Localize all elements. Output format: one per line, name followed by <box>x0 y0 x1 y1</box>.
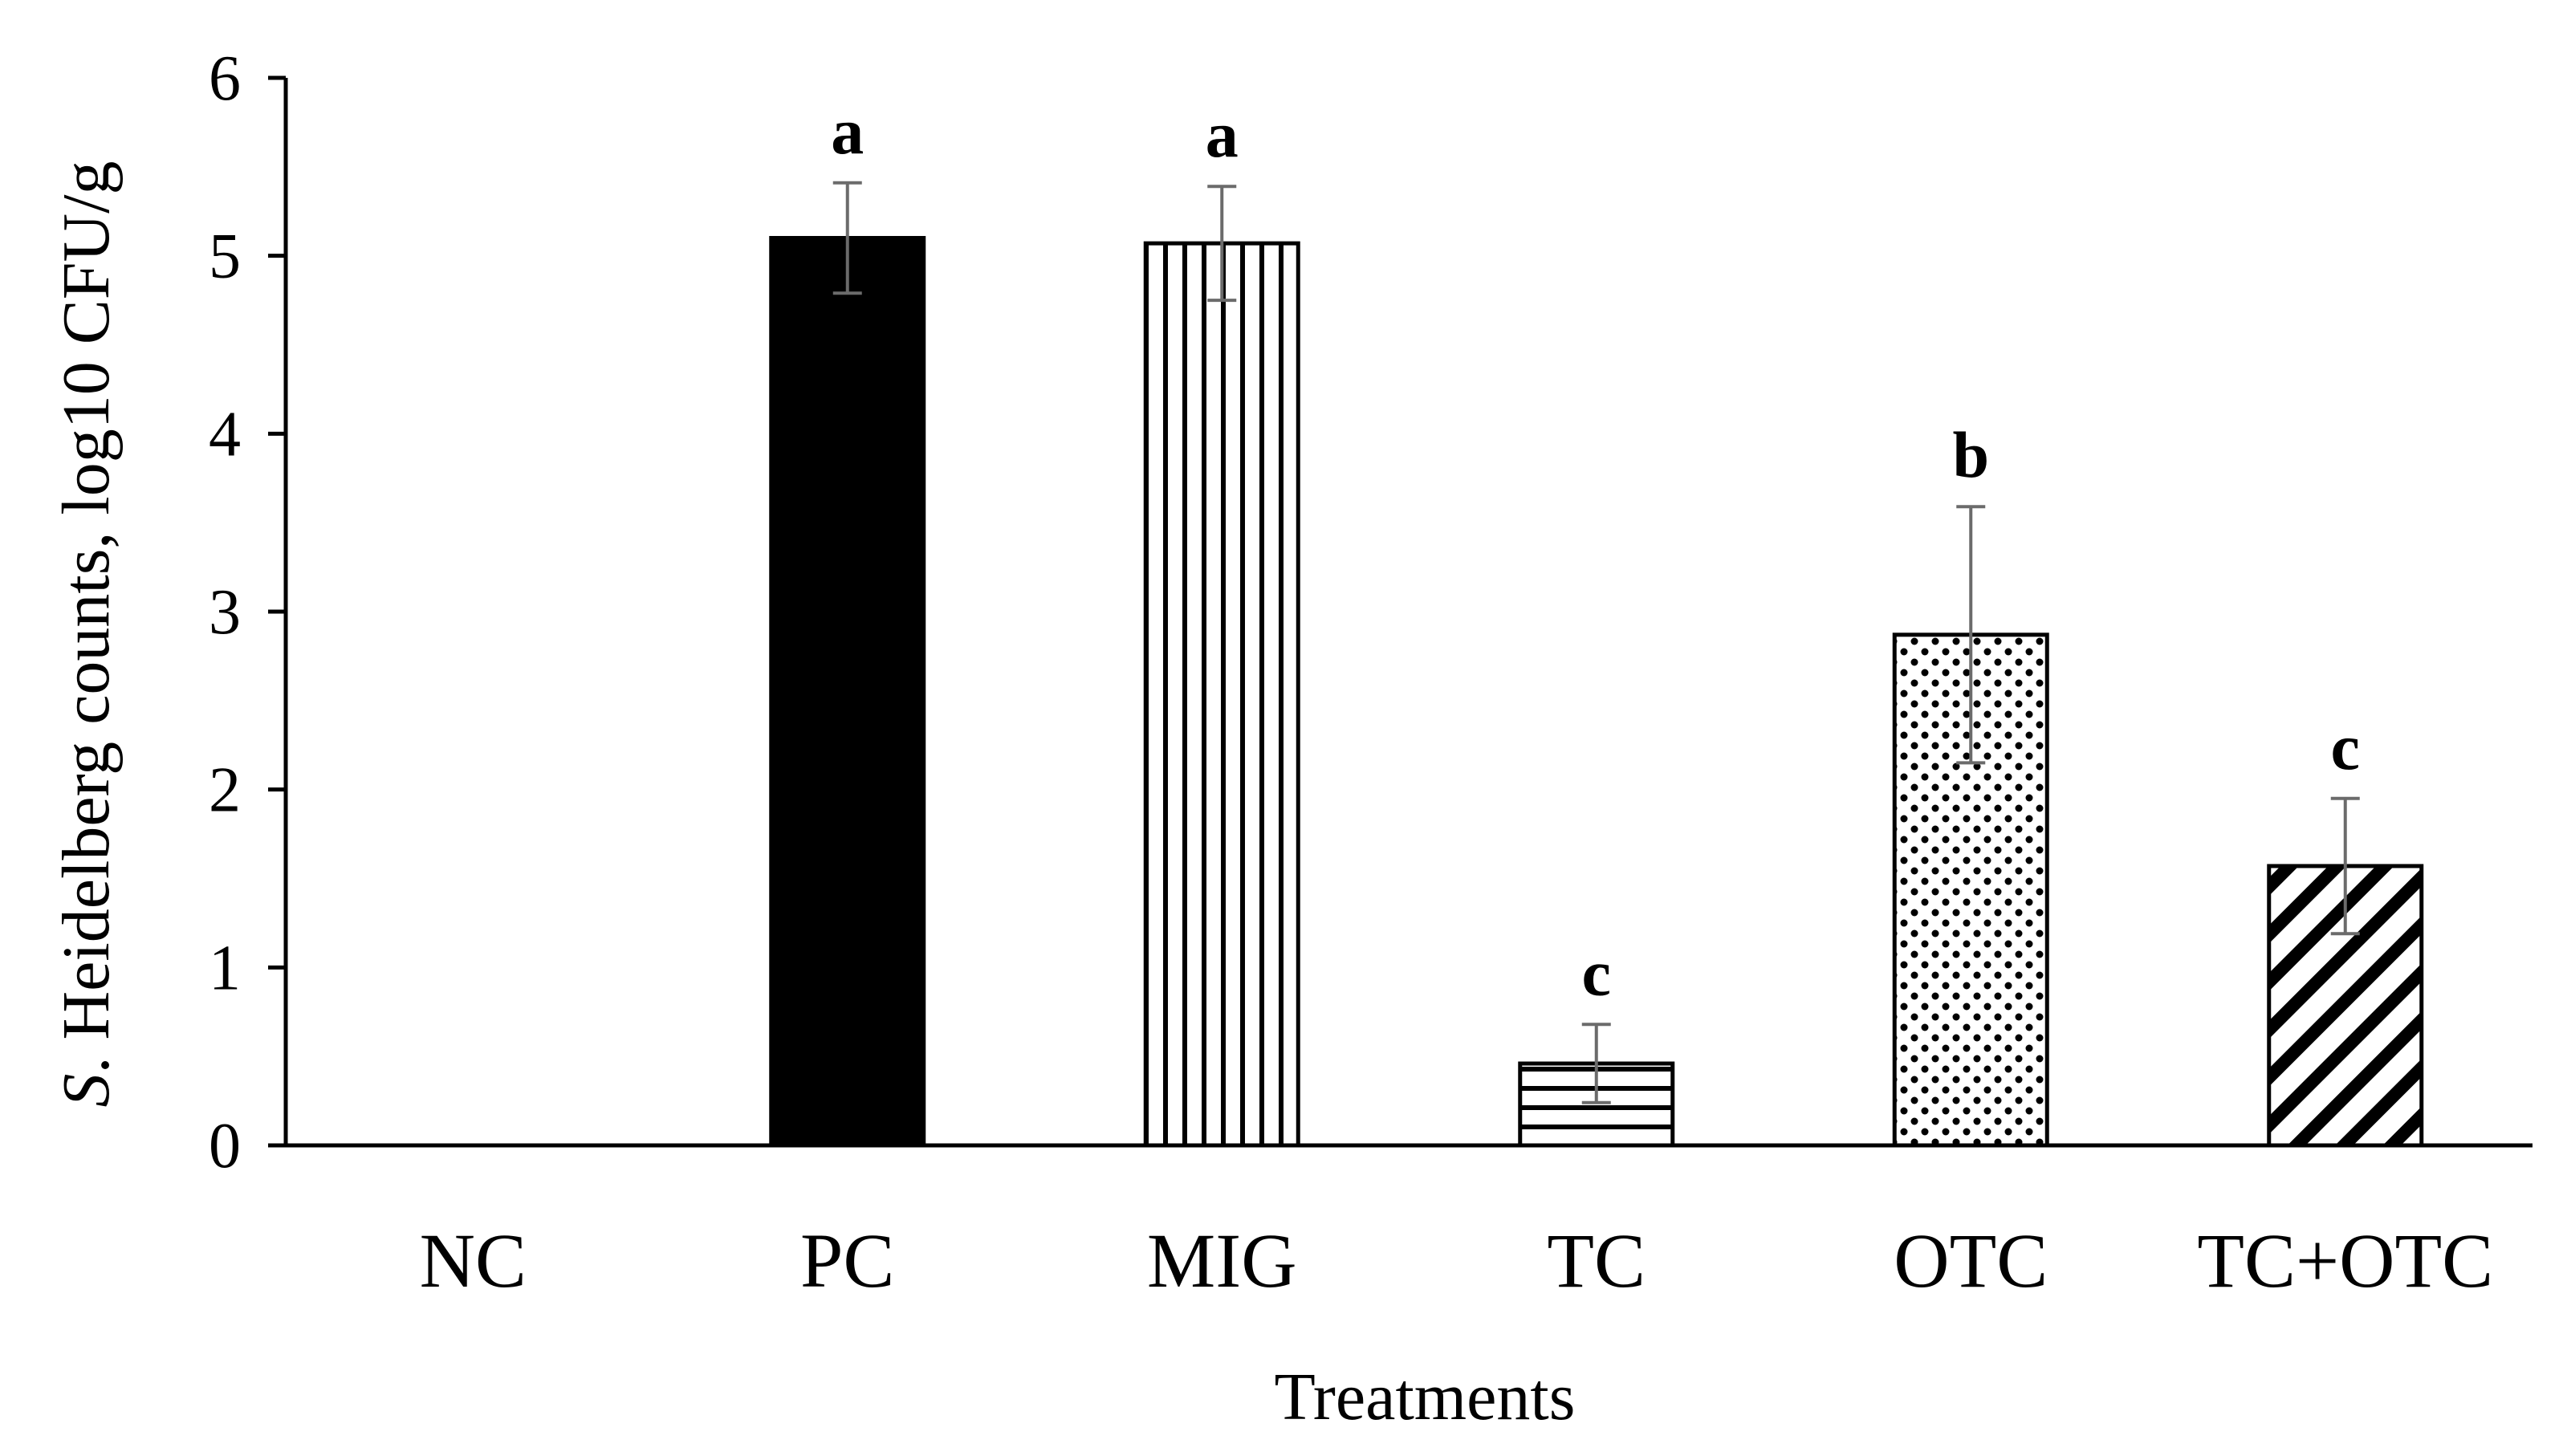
category-label: NC <box>420 1218 527 1303</box>
x-axis-title: Treatments <box>1275 1360 1576 1434</box>
significance-label: b <box>1952 418 1989 491</box>
category-label: TC <box>1547 1218 1646 1303</box>
category-label: MIG <box>1147 1218 1297 1303</box>
bar-pc <box>769 236 926 1148</box>
y-tick-label: 6 <box>209 43 241 114</box>
y-tick-label: 5 <box>209 222 241 292</box>
svg-text:S. Heidelberg counts, log10 C: S. Heidelberg counts, log10 CFU/g <box>49 161 124 1107</box>
category-label: OTC <box>1894 1218 2048 1303</box>
y-tick-label: 0 <box>209 1111 241 1181</box>
y-axis-title-text: . Heidelberg counts, log10 CFU/g <box>49 161 124 1073</box>
significance-label: a <box>1206 98 1239 171</box>
y-axis-title-italic: S <box>49 1074 124 1108</box>
bar-series <box>769 236 2424 1148</box>
error-bars <box>832 181 2360 1104</box>
significance-label: a <box>831 95 864 168</box>
significance-label: c <box>1582 936 1611 1009</box>
category-labels: NC PC MIG TC OTC TC+OTC <box>420 1218 2494 1303</box>
category-label: PC <box>800 1218 894 1303</box>
y-tick-label: 1 <box>209 933 241 1003</box>
y-axis-title: S. Heidelberg counts, log10 CFU/g <box>49 161 124 1107</box>
category-label: TC+OTC <box>2197 1218 2493 1303</box>
significance-label: c <box>2331 710 2360 783</box>
significance-labels: a a c b c <box>831 95 2360 1009</box>
bar-mig <box>1143 241 1300 1148</box>
y-axis-ticks: 0 1 2 3 4 5 6 <box>209 43 286 1181</box>
y-tick-label: 4 <box>209 399 241 470</box>
y-tick-label: 3 <box>209 577 241 648</box>
y-tick-label: 2 <box>209 755 241 826</box>
